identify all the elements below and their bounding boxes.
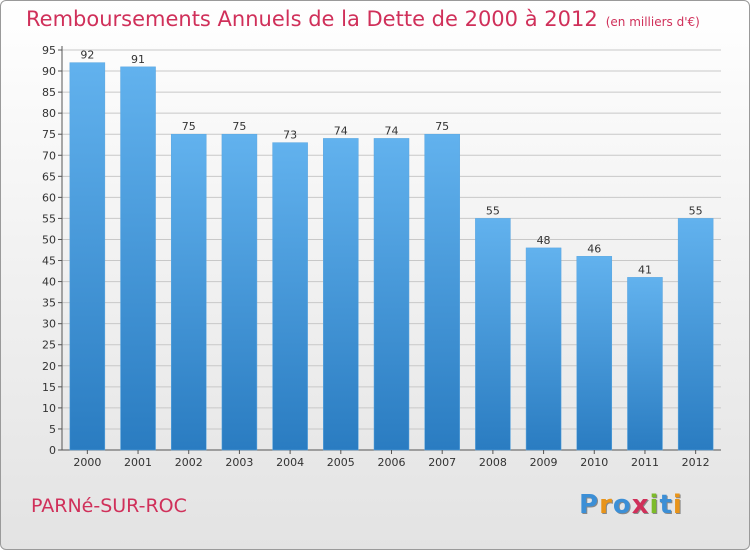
bar: [221, 133, 258, 451]
x-tick-label: 2001: [124, 456, 152, 469]
chart-unit: (en milliers d'€): [605, 15, 700, 29]
logo-letter: t: [659, 490, 673, 520]
data-label: 48: [537, 234, 551, 247]
data-label: 91: [131, 53, 145, 66]
data-label: 55: [486, 204, 500, 217]
data-label: 73: [283, 129, 297, 142]
y-tick-label: 90: [42, 65, 56, 78]
bar: [120, 66, 156, 451]
y-tick-label: 75: [42, 128, 56, 141]
chart-title-text: Remboursements Annuels de la Dette de 20…: [26, 7, 598, 31]
x-tick-label: 2007: [428, 456, 456, 469]
y-tick-label: 55: [42, 212, 56, 225]
chart-title: Remboursements Annuels de la Dette de 20…: [26, 7, 700, 31]
y-tick-label: 10: [42, 402, 56, 415]
y-tick-label: 0: [49, 444, 56, 457]
bar: [424, 133, 460, 451]
x-tick-label: 2006: [378, 456, 406, 469]
bar: [69, 62, 106, 451]
x-tick-label: 2010: [580, 456, 608, 469]
logo-letter: P: [579, 490, 600, 520]
y-tick-label: 40: [42, 276, 56, 289]
data-label: 75: [232, 120, 246, 133]
data-label: 46: [587, 242, 601, 255]
y-tick-label: 35: [42, 297, 56, 310]
y-tick-label: 45: [42, 255, 56, 268]
logo-letter: i: [672, 490, 683, 520]
x-tick-label: 2009: [530, 456, 558, 469]
bar: [170, 133, 207, 451]
data-label: 92: [80, 49, 94, 62]
bar: [323, 138, 359, 451]
y-tick-label: 5: [49, 423, 56, 436]
logo-letter: i: [649, 490, 660, 520]
y-tick-label: 15: [42, 381, 56, 394]
data-label: 74: [385, 124, 399, 137]
x-tick-label: 2005: [327, 456, 355, 469]
x-tick-label: 2012: [682, 456, 710, 469]
y-tick-label: 30: [42, 318, 56, 331]
bar: [576, 256, 613, 451]
bar: [373, 138, 410, 451]
y-tick-label: 50: [42, 233, 56, 246]
data-label: 41: [638, 263, 652, 276]
data-label: 55: [689, 204, 703, 217]
logo-letter: o: [612, 490, 632, 520]
y-tick-label: 80: [42, 107, 56, 120]
bar: [677, 218, 714, 451]
y-tick-label: 95: [42, 44, 56, 57]
y-tick-label: 25: [42, 339, 56, 352]
proxiti-logo: Proxiti: [579, 490, 683, 520]
y-tick-label: 20: [42, 360, 56, 373]
x-tick-label: 2002: [175, 456, 203, 469]
y-tick-label: 60: [42, 191, 56, 204]
bar: [525, 247, 562, 451]
x-tick-label: 2004: [276, 456, 304, 469]
y-tick-label: 65: [42, 170, 56, 183]
y-tick-label: 85: [42, 86, 56, 99]
x-tick-label: 2000: [73, 456, 101, 469]
bar: [627, 277, 663, 451]
x-tick-label: 2011: [631, 456, 659, 469]
commune-name: PARNé-SUR-ROC: [31, 495, 187, 517]
x-tick-label: 2008: [479, 456, 507, 469]
data-label: 74: [334, 124, 348, 137]
data-label: 75: [182, 120, 196, 133]
bar: [272, 142, 308, 451]
x-tick-label: 2003: [225, 456, 253, 469]
y-tick-label: 70: [42, 149, 56, 162]
data-label: 75: [435, 120, 449, 133]
bar: [475, 218, 511, 451]
logo-letter: x: [631, 490, 650, 520]
logo-letter: r: [599, 490, 613, 520]
